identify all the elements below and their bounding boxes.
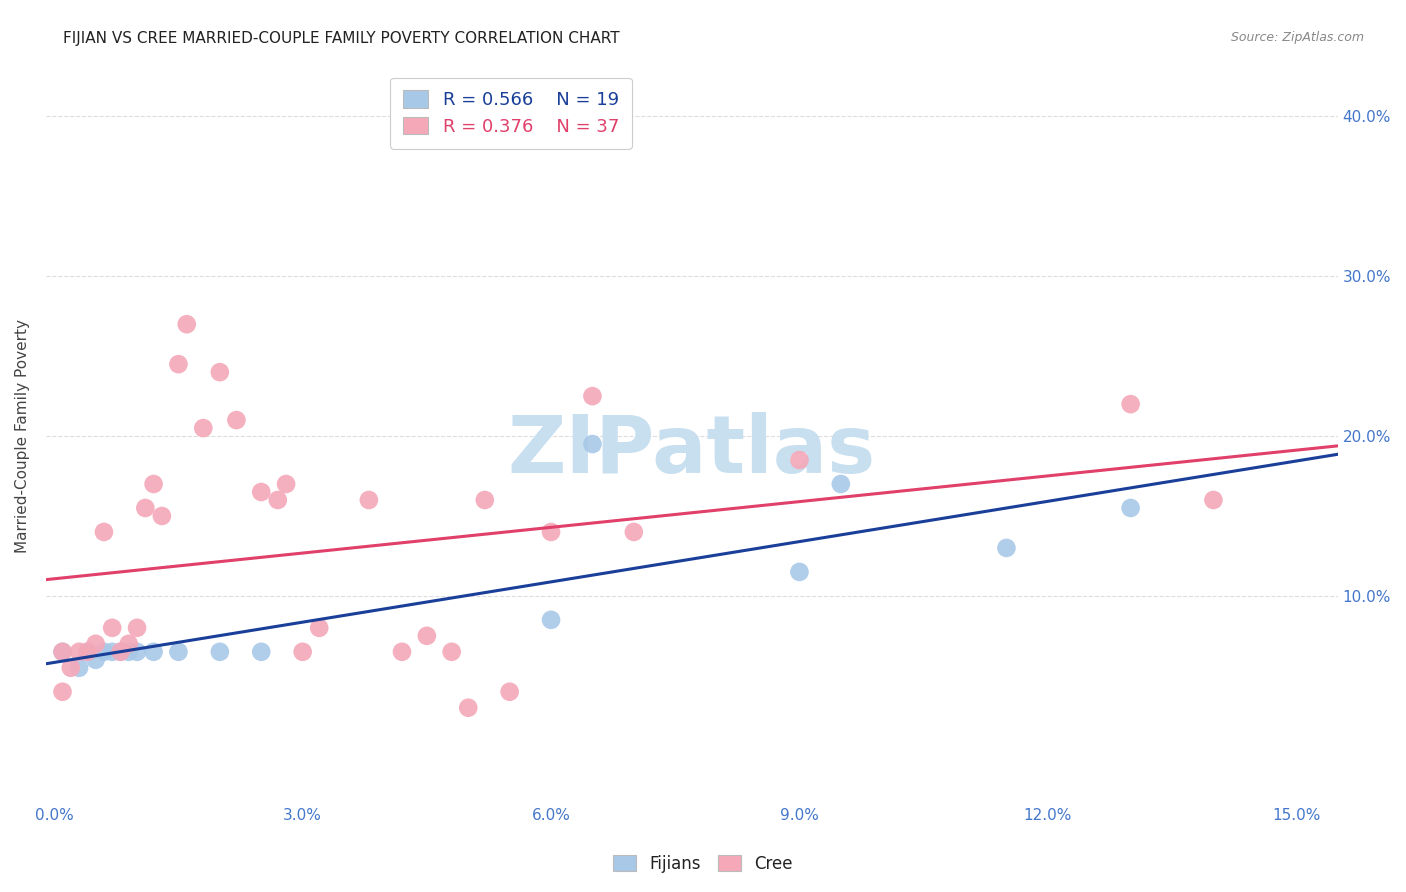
Legend: Fijians, Cree: Fijians, Cree — [606, 848, 800, 880]
Point — [51, 645, 73, 659]
Point — [540, 613, 562, 627]
Point — [581, 437, 603, 451]
Point — [789, 565, 811, 579]
Point — [142, 477, 165, 491]
Point — [118, 645, 141, 659]
Point — [274, 477, 297, 491]
Point — [51, 685, 73, 699]
Point — [101, 621, 124, 635]
Point — [995, 541, 1018, 555]
Point — [150, 508, 173, 523]
Point — [167, 645, 190, 659]
Point — [250, 645, 273, 659]
Point — [51, 645, 73, 659]
Point — [440, 645, 463, 659]
Point — [84, 637, 107, 651]
Point — [110, 645, 132, 659]
Y-axis label: Married-Couple Family Poverty: Married-Couple Family Poverty — [15, 319, 30, 553]
Point — [125, 645, 148, 659]
Text: FIJIAN VS CREE MARRIED-COUPLE FAMILY POVERTY CORRELATION CHART: FIJIAN VS CREE MARRIED-COUPLE FAMILY POV… — [63, 31, 620, 46]
Point — [59, 661, 82, 675]
Point — [134, 500, 156, 515]
Point — [110, 645, 132, 659]
Point — [474, 493, 496, 508]
Point — [250, 485, 273, 500]
Point — [540, 524, 562, 539]
Point — [176, 317, 198, 331]
Point — [1202, 493, 1225, 508]
Point — [1119, 500, 1142, 515]
Point — [76, 645, 98, 659]
Point — [208, 365, 231, 379]
Point — [193, 421, 215, 435]
Point — [76, 645, 98, 659]
Point — [67, 645, 90, 659]
Point — [498, 685, 520, 699]
Text: Source: ZipAtlas.com: Source: ZipAtlas.com — [1230, 31, 1364, 45]
Point — [789, 453, 811, 467]
Text: ZIPatlas: ZIPatlas — [508, 412, 876, 490]
Point — [125, 621, 148, 635]
Point — [357, 493, 380, 508]
Point — [581, 389, 603, 403]
Point — [142, 645, 165, 659]
Point — [84, 653, 107, 667]
Point — [118, 637, 141, 651]
Point — [391, 645, 413, 659]
Point — [208, 645, 231, 659]
Point — [93, 645, 115, 659]
Point — [267, 493, 290, 508]
Point — [830, 477, 852, 491]
Legend: R = 0.566    N = 19, R = 0.376    N = 37: R = 0.566 N = 19, R = 0.376 N = 37 — [391, 78, 631, 149]
Point — [101, 645, 124, 659]
Point — [225, 413, 247, 427]
Point — [416, 629, 439, 643]
Point — [291, 645, 314, 659]
Point — [167, 357, 190, 371]
Point — [1119, 397, 1142, 411]
Point — [67, 661, 90, 675]
Point — [308, 621, 330, 635]
Point — [623, 524, 645, 539]
Point — [457, 700, 479, 714]
Point — [93, 524, 115, 539]
